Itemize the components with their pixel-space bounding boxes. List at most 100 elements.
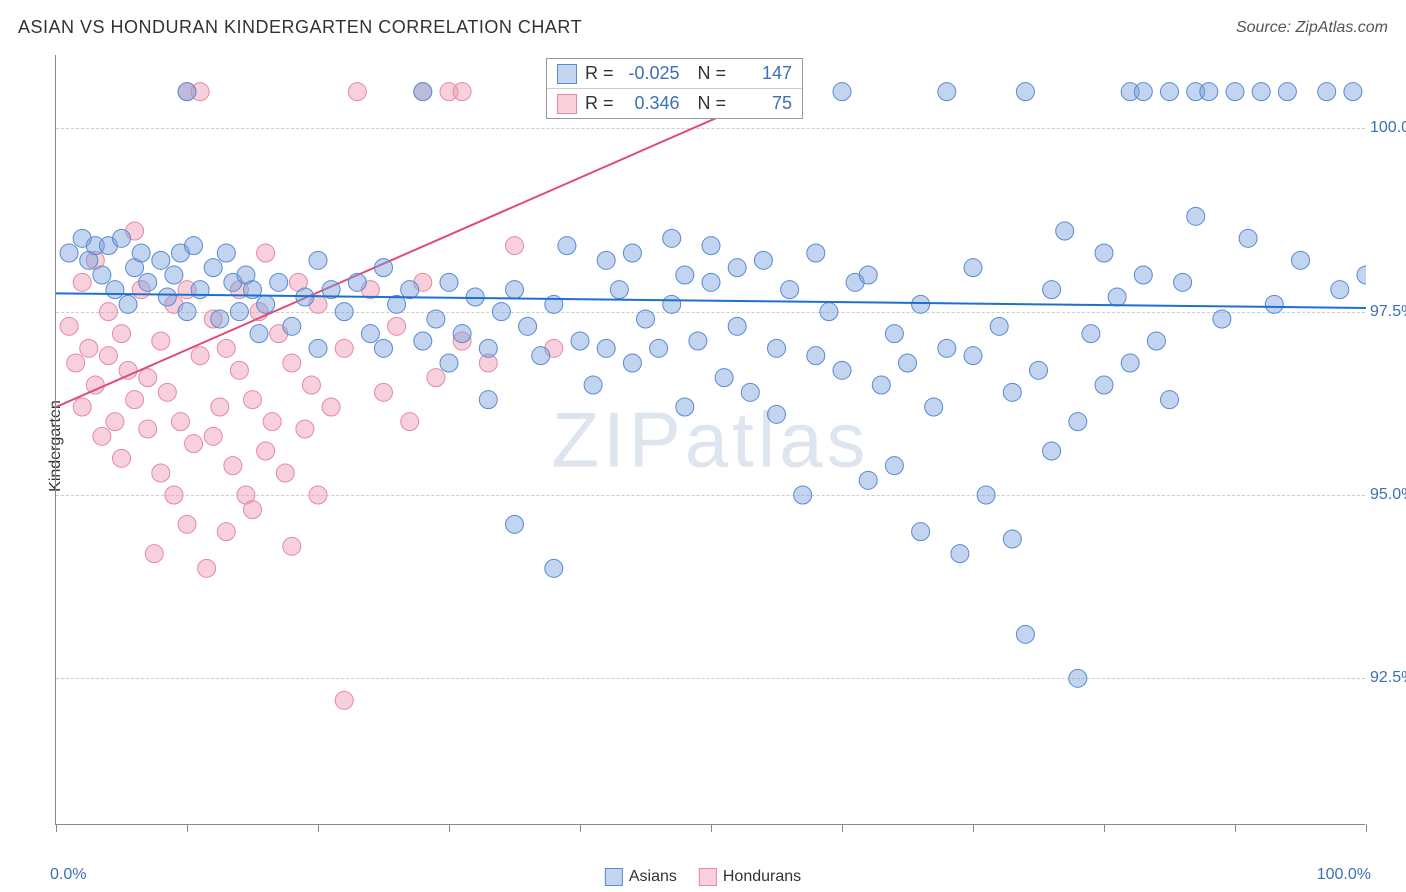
- asians-point: [558, 237, 576, 255]
- asians-point: [938, 83, 956, 101]
- hondurans-point: [119, 361, 137, 379]
- asians-point: [610, 281, 628, 299]
- asians-point: [912, 295, 930, 313]
- stats-row-asians: R =-0.025 N =147: [547, 59, 802, 88]
- asians-point: [1174, 273, 1192, 291]
- hondurans-point: [185, 435, 203, 453]
- stat-n-value: 147: [734, 63, 792, 84]
- asians-point: [702, 237, 720, 255]
- asians-point: [676, 266, 694, 284]
- asians-point: [1003, 530, 1021, 548]
- hondurans-point: [165, 486, 183, 504]
- x-axis-max-label: 100.0%: [1317, 866, 1371, 884]
- asians-point: [375, 339, 393, 357]
- asians-point: [754, 251, 772, 269]
- asians-point: [60, 244, 78, 262]
- x-tick: [1104, 824, 1105, 832]
- hondurans-point: [99, 347, 117, 365]
- asians-point: [178, 303, 196, 321]
- asians-point: [1147, 332, 1165, 350]
- asians-point: [506, 515, 524, 533]
- asians-point: [885, 457, 903, 475]
- hondurans-point: [198, 559, 216, 577]
- asians-point: [335, 303, 353, 321]
- asians-point: [885, 325, 903, 343]
- hondurans-point: [86, 376, 104, 394]
- legend-swatch: [605, 868, 623, 886]
- asians-point: [1161, 83, 1179, 101]
- asians-point: [414, 332, 432, 350]
- stat-r-value: 0.346: [622, 93, 680, 114]
- hondurans-point: [348, 83, 366, 101]
- asians-point: [1134, 266, 1152, 284]
- asians-point: [119, 295, 137, 313]
- asians-point: [427, 310, 445, 328]
- asians-point: [185, 237, 203, 255]
- asians-point: [584, 376, 602, 394]
- x-tick: [973, 824, 974, 832]
- asians-point: [637, 310, 655, 328]
- stats-swatch: [557, 64, 577, 84]
- asians-point: [1082, 325, 1100, 343]
- legend-swatch: [699, 868, 717, 886]
- asians-point: [807, 347, 825, 365]
- hondurans-point: [276, 464, 294, 482]
- asians-point: [1003, 383, 1021, 401]
- asians-point: [453, 325, 471, 343]
- asians-point: [152, 251, 170, 269]
- asians-point: [519, 317, 537, 335]
- y-tick-label: 97.5%: [1370, 303, 1406, 321]
- asians-point: [1226, 83, 1244, 101]
- asians-point: [440, 273, 458, 291]
- stat-r-label: R =: [585, 93, 614, 114]
- hondurans-trendline: [56, 92, 777, 407]
- legend-label: Asians: [629, 868, 677, 886]
- hondurans-point: [309, 486, 327, 504]
- x-tick: [1366, 824, 1367, 832]
- hondurans-point: [263, 413, 281, 431]
- hondurans-point: [80, 339, 98, 357]
- asians-point: [375, 259, 393, 277]
- hondurans-point: [139, 369, 157, 387]
- hondurans-point: [113, 449, 131, 467]
- hondurans-point: [427, 369, 445, 387]
- asians-point: [401, 281, 419, 299]
- stat-n-label: N =: [688, 93, 727, 114]
- y-tick-label: 95.0%: [1370, 486, 1406, 504]
- asians-point: [1095, 244, 1113, 262]
- asians-point: [283, 317, 301, 335]
- hondurans-point: [145, 545, 163, 563]
- hondurans-point: [113, 325, 131, 343]
- hondurans-point: [335, 691, 353, 709]
- chart-title: ASIAN VS HONDURAN KINDERGARTEN CORRELATI…: [18, 17, 582, 38]
- hondurans-point: [158, 383, 176, 401]
- asians-point: [1318, 83, 1336, 101]
- hondurans-point: [217, 339, 235, 357]
- asians-point: [113, 229, 131, 247]
- asians-point: [663, 229, 681, 247]
- asians-point: [348, 273, 366, 291]
- asians-point: [623, 354, 641, 372]
- asians-point: [623, 244, 641, 262]
- asians-point: [93, 266, 111, 284]
- x-tick: [318, 824, 319, 832]
- hondurans-point: [244, 501, 262, 519]
- asians-point: [1252, 83, 1270, 101]
- asians-point: [990, 317, 1008, 335]
- stat-r-value: -0.025: [622, 63, 680, 84]
- asians-point: [676, 398, 694, 416]
- x-axis-min-label: 0.0%: [50, 866, 86, 884]
- hondurans-point: [67, 354, 85, 372]
- asians-point: [178, 83, 196, 101]
- asians-point: [158, 288, 176, 306]
- x-tick: [56, 824, 57, 832]
- asians-point: [1043, 442, 1061, 460]
- asians-point: [807, 244, 825, 262]
- asians-point: [1069, 413, 1087, 431]
- hondurans-point: [257, 244, 275, 262]
- asians-point: [1265, 295, 1283, 313]
- asians-point: [938, 339, 956, 357]
- asians-point: [1278, 83, 1296, 101]
- hondurans-point: [171, 413, 189, 431]
- asians-point: [1161, 391, 1179, 409]
